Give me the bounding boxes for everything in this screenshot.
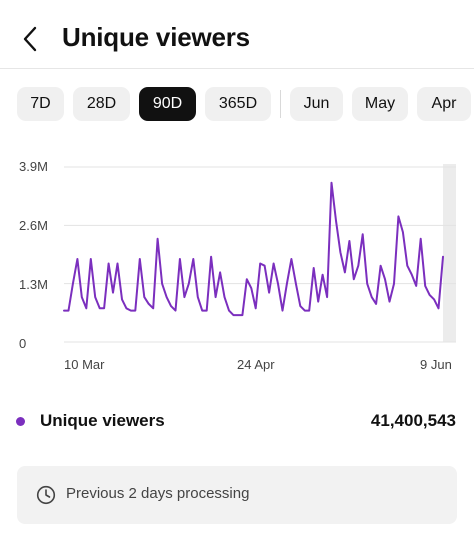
header: Unique viewers [0, 0, 474, 68]
clock-icon [36, 485, 56, 505]
chip-separator [280, 90, 281, 118]
series-line-unique-viewers [63, 181, 444, 317]
y-tick-label: 2.6M [19, 218, 48, 233]
tab-28d[interactable]: 28D [73, 87, 130, 121]
y-tick-label: 3.9M [19, 159, 48, 174]
tab-apr[interactable]: Apr [417, 87, 471, 121]
range-selector: 7D 28D 90D 365D Jun May Apr [17, 87, 474, 121]
tab-may[interactable]: May [352, 87, 408, 121]
line-chart: 3.9M 2.6M 1.3M 0 10 Mar 24 Apr 9 Jun [19, 159, 456, 372]
tab-jun[interactable]: Jun [290, 87, 343, 121]
processing-notice: Previous 2 days processing [17, 466, 457, 524]
tab-90d[interactable]: 90D [139, 87, 196, 121]
tab-365d[interactable]: 365D [205, 87, 271, 121]
x-tick-label: 10 Mar [64, 357, 105, 372]
chevron-left-icon [23, 26, 37, 52]
y-tick-label: 0 [19, 336, 26, 351]
legend-dot [16, 417, 25, 426]
x-tick-label: 24 Apr [237, 357, 275, 372]
back-button[interactable] [18, 24, 46, 54]
tab-7d[interactable]: 7D [17, 87, 64, 121]
total-value: 41,400,543 [370, 411, 456, 430]
y-tick-label: 1.3M [19, 277, 48, 292]
gridlines [64, 166, 456, 343]
legend-label: Unique viewers [40, 411, 165, 430]
header-divider [0, 68, 474, 69]
x-axis: 10 Mar 24 Apr 9 Jun [64, 357, 452, 372]
notice-text: Previous 2 days processing [66, 485, 250, 502]
y-axis: 3.9M 2.6M 1.3M 0 [19, 159, 48, 351]
page-title: Unique viewers [62, 22, 250, 52]
x-tick-label: 9 Jun [420, 357, 452, 372]
processing-highlight [443, 164, 456, 342]
